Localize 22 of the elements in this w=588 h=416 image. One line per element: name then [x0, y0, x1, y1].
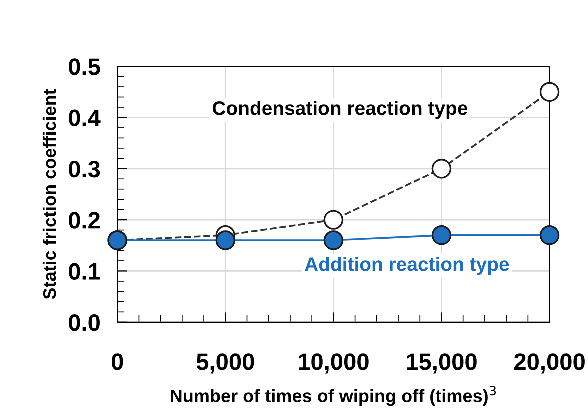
series-label: Condensation reaction type — [212, 100, 468, 120]
x-tick-label: 20,000 — [514, 354, 585, 374]
point — [540, 226, 560, 246]
x-tick-label: 5,000 — [196, 354, 254, 374]
point — [432, 159, 452, 179]
y-axis-title: Static friction coefficient — [42, 89, 56, 300]
point — [540, 82, 560, 102]
point — [432, 226, 452, 246]
y-tick-label: 0.1 — [69, 263, 100, 280]
y-tick-label: 0.2 — [69, 212, 100, 229]
point — [216, 230, 236, 250]
x-tick-label: 0 — [112, 354, 124, 370]
y-tick-label: 0.0 — [69, 314, 100, 332]
y-tick-label: 0.5 — [69, 58, 100, 76]
x-tick-label: 15,000 — [407, 354, 477, 374]
series-label: Addition reaction type — [305, 257, 510, 276]
x-axis-title: Number of times of wiping off (times)$^{3}$ — [171, 386, 496, 406]
point — [324, 230, 344, 250]
y-tick-label: 0.4 — [69, 110, 101, 127]
y-tick-label: 0.3 — [69, 160, 100, 178]
point — [324, 210, 344, 230]
x-tick-label: 10,000 — [299, 354, 369, 374]
